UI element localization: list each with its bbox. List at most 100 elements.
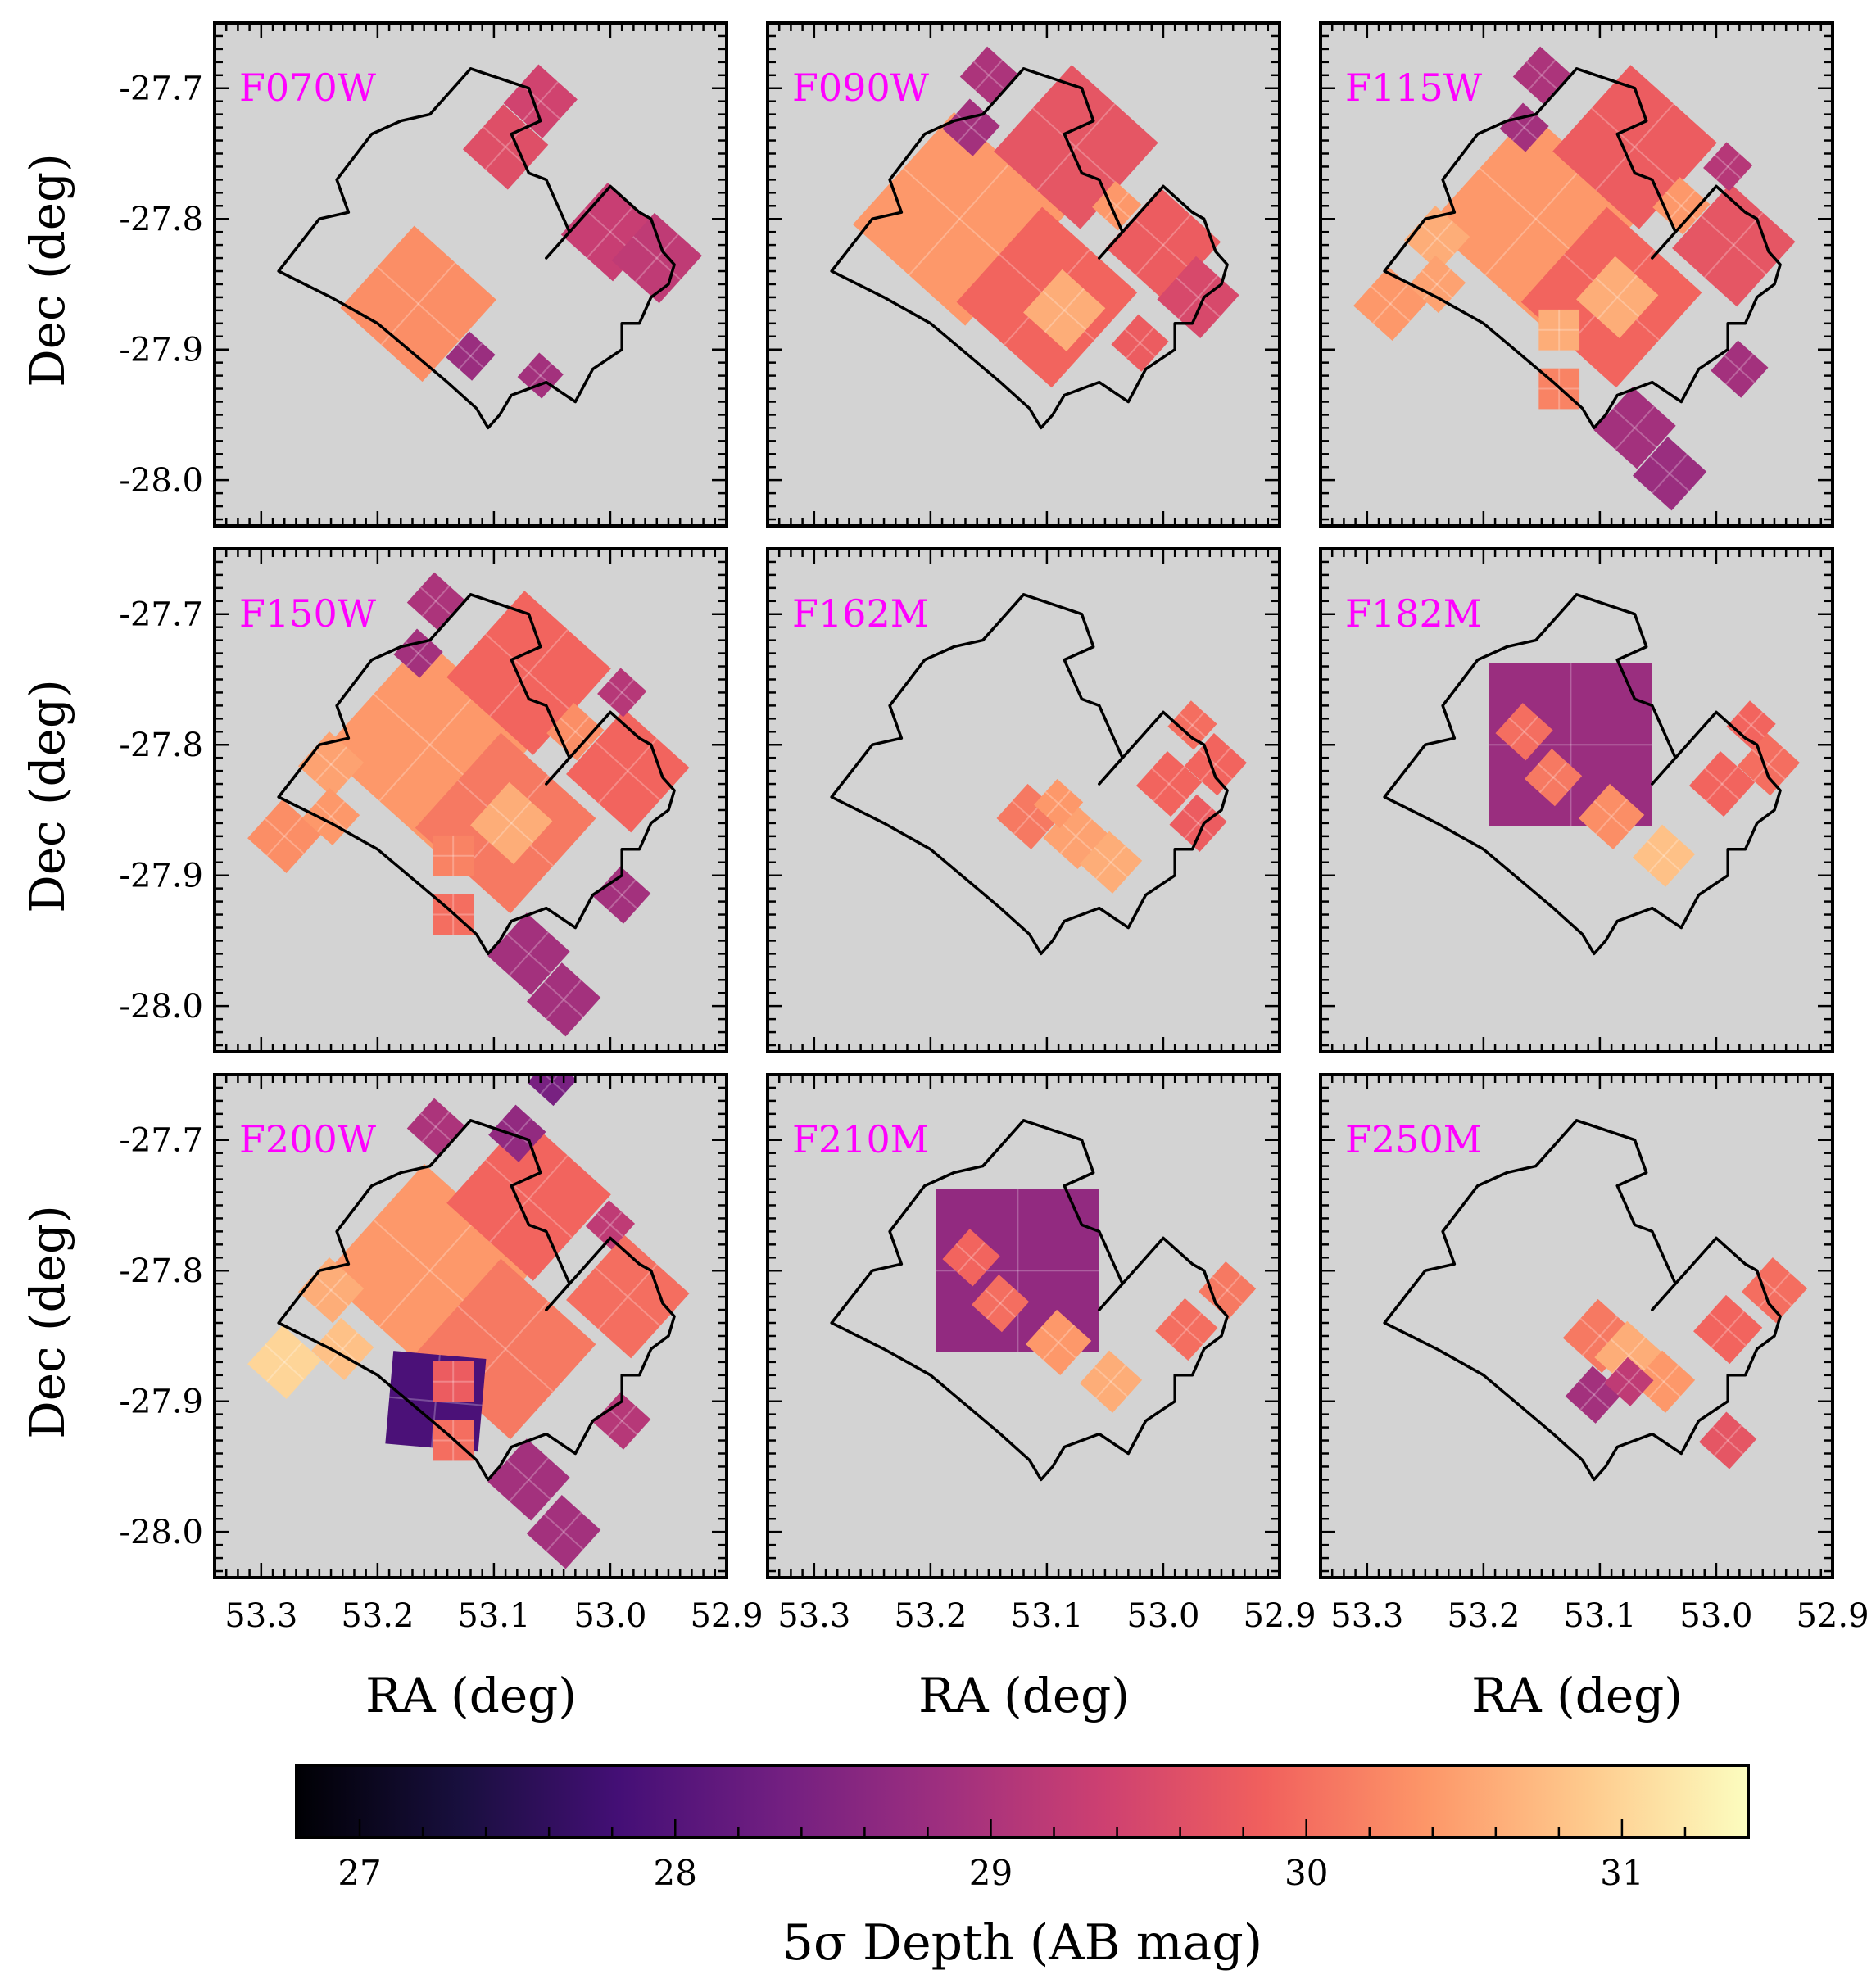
tile-gap-h bbox=[606, 1406, 638, 1435]
tile-gap-v bbox=[1666, 190, 1696, 222]
tile-gap-h bbox=[596, 1212, 624, 1238]
panel-content bbox=[830, 46, 1239, 430]
tile-gap-v bbox=[957, 1242, 986, 1274]
depth-tile bbox=[1034, 778, 1084, 829]
depth-tile bbox=[1023, 269, 1106, 352]
y-axis-labels: Dec (deg) Dec (deg) Dec (deg) bbox=[20, 153, 75, 1439]
panel-content bbox=[1383, 1119, 1808, 1482]
tile-gap-h bbox=[1647, 1365, 1681, 1397]
tile-gap-h bbox=[955, 1243, 987, 1272]
tile-gap-v bbox=[1597, 274, 1638, 319]
depth-tile bbox=[340, 225, 496, 383]
tile-gap-v bbox=[1171, 1312, 1203, 1347]
filter-label: F070W bbox=[239, 66, 377, 110]
x-axis-labels: RA (deg) RA (deg) RA (deg) bbox=[365, 1668, 1683, 1723]
survey-outline bbox=[277, 67, 676, 430]
panel-ticks bbox=[1319, 547, 1834, 1052]
tile-gap-v bbox=[327, 1332, 359, 1366]
y-tick-label: -27.8 bbox=[119, 201, 203, 238]
tile-gap-h bbox=[972, 61, 1005, 90]
colorbar-tick-label: 27 bbox=[338, 1853, 381, 1893]
x-tick-label: 53.0 bbox=[573, 1597, 646, 1635]
x-tick-label: 53.2 bbox=[1447, 1597, 1520, 1635]
y-tick-label: -27.8 bbox=[119, 1252, 203, 1290]
y-axis-label-row-2: Dec (deg) bbox=[20, 1205, 75, 1439]
panel-f070w: -27.7 -27.8 -27.9 -28.0 F070W bbox=[119, 21, 728, 528]
depth-tile bbox=[297, 1257, 365, 1324]
tile-gap-v bbox=[1095, 845, 1126, 880]
tile-gap-v bbox=[1153, 766, 1185, 802]
tile-gap-h bbox=[1094, 1365, 1128, 1397]
survey-outline bbox=[1383, 67, 1782, 430]
tile-gap-v bbox=[607, 1405, 637, 1437]
depth-tile bbox=[597, 668, 647, 718]
tile-gap-v bbox=[1212, 1275, 1242, 1306]
tile-gap-h bbox=[457, 1305, 554, 1393]
tile-gap-v bbox=[1611, 1337, 1647, 1374]
tile-gap-v bbox=[1713, 1424, 1742, 1456]
depth-tile bbox=[1111, 314, 1169, 372]
tile-gap-v bbox=[509, 1457, 550, 1502]
tile-gap-v bbox=[1059, 818, 1093, 854]
panel-grid: -27.7 -27.8 -27.9 -28.0 F070W F090W F115W -27.7… bbox=[119, 21, 1869, 1635]
tile-gap-h bbox=[1040, 1326, 1076, 1359]
tile-gap-v bbox=[1484, 161, 1588, 276]
tile-gap-h bbox=[1615, 1369, 1643, 1394]
tile-gap-v bbox=[1595, 799, 1628, 835]
tile-gap-h bbox=[456, 343, 485, 369]
depth-tile bbox=[1524, 748, 1583, 807]
depth-tile bbox=[585, 1200, 636, 1250]
panel-content bbox=[830, 593, 1247, 956]
tile-gap-h bbox=[1612, 407, 1657, 448]
tile-gap-v bbox=[528, 363, 552, 389]
tile-gap-v bbox=[1595, 103, 1674, 191]
tile-gap-h bbox=[595, 740, 661, 801]
depth-tile bbox=[1155, 1297, 1218, 1361]
panel-ticks bbox=[213, 547, 728, 1052]
tile-gap-v bbox=[908, 161, 1011, 276]
depth-tile bbox=[433, 835, 474, 876]
x-tick-label: 53.2 bbox=[894, 1597, 967, 1635]
tile-gap-h bbox=[543, 1514, 584, 1551]
tile-gap-h bbox=[1751, 749, 1786, 780]
tile-gap-v bbox=[378, 687, 482, 802]
tile-gap-h bbox=[1712, 1426, 1744, 1455]
tile-gap-v bbox=[421, 1111, 451, 1143]
tile-gap-h bbox=[1578, 1380, 1610, 1410]
depth-tile bbox=[1578, 783, 1645, 850]
tile-gap-h bbox=[1132, 217, 1194, 274]
depth-tile bbox=[446, 331, 496, 381]
depth-tile bbox=[487, 1438, 570, 1521]
y-tick-label: -28.0 bbox=[119, 988, 203, 1026]
tile-gap-h bbox=[419, 586, 452, 616]
tile-gap-h bbox=[1124, 328, 1156, 358]
tile-gap-v bbox=[502, 1117, 532, 1149]
depth-tile bbox=[566, 709, 690, 833]
x-axis-label-col-0: RA (deg) bbox=[365, 1668, 577, 1723]
survey-outline bbox=[830, 593, 1229, 956]
x-tick-label: 52.9 bbox=[1243, 1597, 1316, 1635]
colorbar-gradient bbox=[295, 1764, 1750, 1839]
panel-content bbox=[247, 1075, 690, 1569]
survey-outline bbox=[830, 1119, 1229, 1482]
panel-content bbox=[830, 1119, 1257, 1482]
tile-gap-h bbox=[1704, 768, 1740, 800]
filter-label: F210M bbox=[792, 1117, 929, 1162]
tile-gap-h bbox=[1701, 215, 1767, 275]
depth-tile bbox=[487, 912, 570, 995]
tile-gap-v bbox=[1538, 761, 1568, 794]
tile-gap-h bbox=[264, 1343, 305, 1380]
y-axis-label-row-0: Dec (deg) bbox=[20, 153, 75, 387]
y-tick-label: -28.0 bbox=[119, 1514, 203, 1551]
colorbar-tick-label: 29 bbox=[969, 1853, 1013, 1893]
panel-content bbox=[277, 64, 702, 430]
tile-gap-v bbox=[1581, 1316, 1619, 1356]
y-tick-label: -27.9 bbox=[119, 1383, 203, 1421]
tile-gap-v bbox=[1527, 59, 1557, 91]
tile-gap-v bbox=[489, 629, 569, 717]
filter-label: F200W bbox=[239, 1117, 377, 1162]
depth-tile bbox=[297, 731, 365, 798]
x-tick-label: 52.9 bbox=[1796, 1597, 1869, 1635]
tile-gap-h bbox=[1042, 290, 1087, 331]
